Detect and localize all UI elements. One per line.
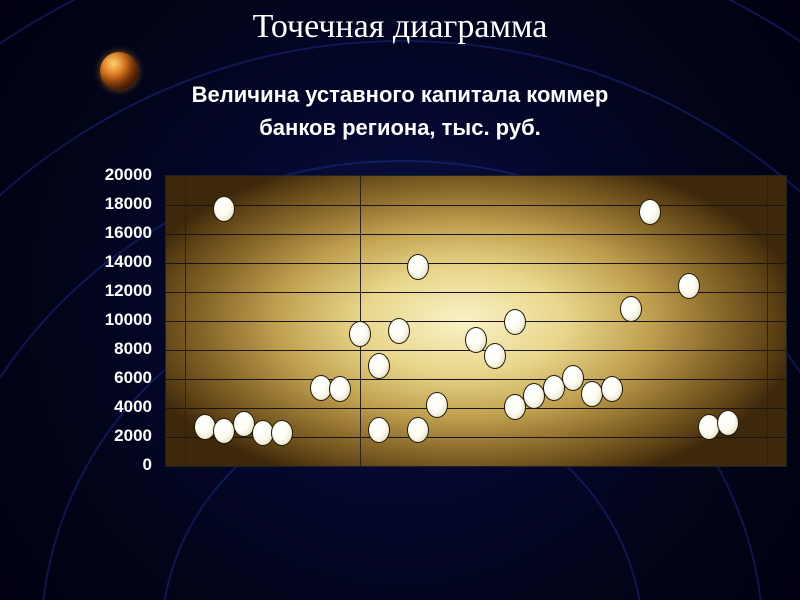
- y-tick-label: 12000: [105, 281, 152, 301]
- chart-subtitle: Величина уставного капитала коммер банко…: [0, 78, 800, 144]
- y-tick-label: 4000: [114, 397, 152, 417]
- plot-background: [165, 175, 787, 467]
- grid-line: [166, 379, 786, 380]
- y-tick-label: 16000: [105, 223, 152, 243]
- data-point: [271, 420, 293, 446]
- grid-line: [166, 205, 786, 206]
- slide-title: Точечная диаграмма: [0, 8, 800, 46]
- data-point: [368, 417, 390, 443]
- data-point: [368, 353, 390, 379]
- data-point: [407, 417, 429, 443]
- v-tick: [185, 176, 186, 466]
- data-point: [213, 196, 235, 222]
- data-point: [426, 392, 448, 418]
- data-point: [639, 199, 661, 225]
- data-point: [562, 365, 584, 391]
- v-tick: [767, 176, 768, 466]
- y-axis-labels: 0 2000 4000 6000 8000 10000 12000 14000 16000 180…: [90, 160, 160, 480]
- y-tick-label: 18000: [105, 194, 152, 214]
- y-tick-label: 2000: [114, 426, 152, 446]
- y-tick-label: 14000: [105, 252, 152, 272]
- data-point: [678, 273, 700, 299]
- grid-line: [166, 234, 786, 235]
- data-point: [194, 414, 216, 440]
- plot-area: [165, 160, 785, 480]
- grid-line: [166, 408, 786, 409]
- chart-area: 0 2000 4000 6000 8000 10000 12000 14000 16000 180…: [90, 160, 790, 480]
- data-point: [349, 321, 371, 347]
- data-point: [601, 376, 623, 402]
- data-point: [504, 309, 526, 335]
- y-tick-label: 6000: [114, 368, 152, 388]
- y-tick-label: 10000: [105, 310, 152, 330]
- data-point: [465, 327, 487, 353]
- slide: Точечная диаграмма Величина уставного ка…: [0, 0, 800, 600]
- data-point: [484, 343, 506, 369]
- grid-line: [166, 263, 786, 264]
- data-point: [388, 318, 410, 344]
- data-point: [620, 296, 642, 322]
- y-tick-label: 20000: [105, 165, 152, 185]
- subtitle-line-2: банков региона, тыс. руб.: [259, 115, 541, 140]
- grid-line: [166, 321, 786, 322]
- data-point: [329, 376, 351, 402]
- data-point: [698, 414, 720, 440]
- y-tick-label: 8000: [114, 339, 152, 359]
- data-point: [581, 381, 603, 407]
- data-point: [407, 254, 429, 280]
- subtitle-line-1: Величина уставного капитала коммер: [192, 82, 609, 107]
- y-tick-label: 0: [143, 455, 152, 475]
- data-point: [717, 410, 739, 436]
